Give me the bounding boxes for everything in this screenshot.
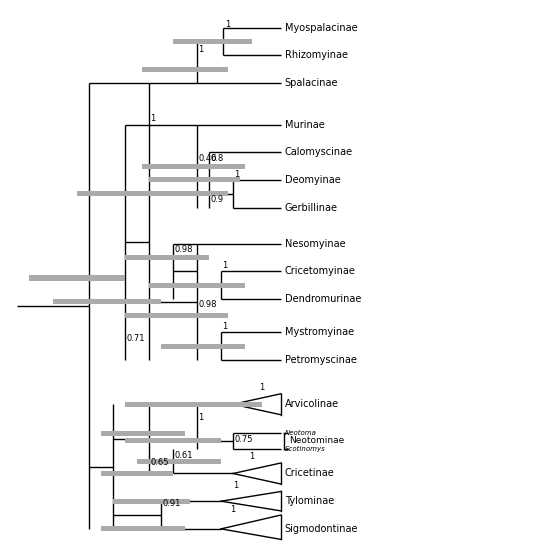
Text: Scotinomys: Scotinomys [285, 446, 325, 452]
Bar [102, 526, 185, 531]
Bar [125, 255, 209, 260]
Text: 1: 1 [225, 20, 230, 29]
Text: 1: 1 [249, 452, 255, 461]
Text: Tylominae: Tylominae [285, 496, 334, 506]
Text: 0.98: 0.98 [198, 300, 217, 310]
Text: Petromyscinae: Petromyscinae [285, 355, 356, 365]
Text: 1: 1 [233, 480, 238, 489]
Text: 1: 1 [150, 114, 156, 123]
Text: Murinae: Murinae [285, 120, 325, 129]
Text: Deomyinae: Deomyinae [285, 175, 340, 185]
Text: Spalacinae: Spalacinae [285, 78, 338, 88]
Text: 0.61: 0.61 [174, 451, 193, 460]
Text: 0.98: 0.98 [174, 245, 193, 254]
Text: Arvicolinae: Arvicolinae [285, 399, 339, 409]
Text: 1: 1 [234, 170, 240, 179]
Text: 1: 1 [198, 413, 204, 422]
Bar [142, 67, 228, 72]
Bar [113, 499, 190, 504]
Text: 0.71: 0.71 [126, 334, 145, 343]
Text: Sigmodontinae: Sigmodontinae [285, 524, 358, 534]
Bar [102, 471, 173, 476]
Bar [125, 402, 221, 407]
Text: Calomyscinae: Calomyscinae [285, 147, 353, 157]
Bar [161, 344, 245, 349]
Text: Cricetomyinae: Cricetomyinae [285, 266, 355, 277]
Bar [149, 177, 240, 182]
Text: 0.9: 0.9 [210, 195, 224, 204]
Bar [197, 402, 262, 407]
Text: 1: 1 [259, 383, 265, 392]
Text: Myospalacinae: Myospalacinae [285, 23, 357, 33]
Text: 0.65: 0.65 [150, 457, 169, 467]
Text: 1: 1 [222, 322, 227, 331]
Bar [77, 191, 173, 196]
Text: 0.8: 0.8 [210, 154, 224, 164]
Bar [102, 431, 185, 436]
Text: 0.46: 0.46 [198, 154, 217, 163]
Text: Neotominae: Neotominae [289, 436, 344, 445]
Bar [29, 275, 125, 282]
Text: 1: 1 [198, 45, 204, 54]
Text: Neotoma: Neotoma [285, 430, 316, 436]
Text: 0.91: 0.91 [163, 499, 181, 508]
Text: Gerbillinae: Gerbillinae [285, 203, 338, 213]
Text: Cricetinae: Cricetinae [285, 468, 334, 478]
Bar [53, 299, 161, 304]
Bar [142, 164, 245, 169]
Text: Dendromurinae: Dendromurinae [285, 294, 361, 304]
Bar [173, 39, 252, 44]
Text: Nesomyinae: Nesomyinae [285, 239, 345, 249]
Text: 1: 1 [222, 261, 227, 270]
Bar [125, 439, 221, 444]
Text: Mystromyinae: Mystromyinae [285, 327, 354, 337]
Bar [125, 313, 228, 318]
Text: 0.75: 0.75 [234, 435, 253, 444]
Bar [137, 458, 221, 463]
Text: 1: 1 [231, 505, 235, 514]
Bar [149, 283, 245, 288]
Bar [149, 191, 228, 196]
Text: Rhizomyinae: Rhizomyinae [285, 50, 348, 61]
